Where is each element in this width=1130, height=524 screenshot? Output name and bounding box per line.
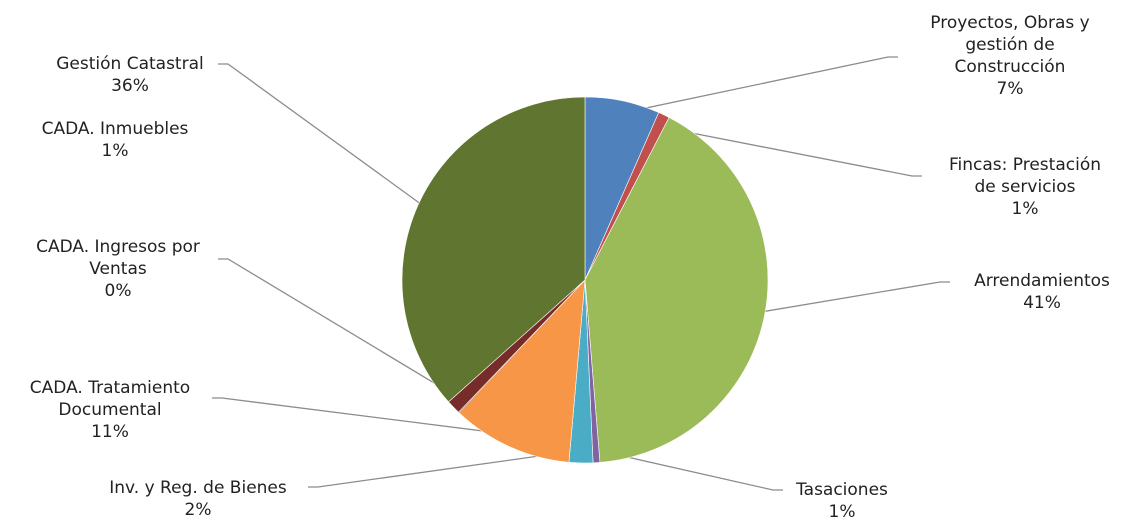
slice-label-fincas-prestación-de-servicios: Fincas: Prestación de servicios 1% (949, 155, 1101, 219)
leader-line-tasaciones (595, 449, 783, 491)
pie-slice-cada-tratamiento-documental (458, 279, 586, 463)
leader-line-arrendamientos (751, 281, 950, 315)
slice-label-gestión-catastral: Gestión Catastral 36% (56, 54, 203, 96)
leader-line-fincas-prestación-de-servicios (658, 125, 922, 177)
pie-slice-gestión-catastral (401, 96, 586, 403)
slice-labels: Proyectos, Obras y gestión de Construcción… (30, 13, 1110, 522)
leader-line-cada-ingresos-por-ventas (218, 258, 468, 404)
slice-label-cada-inmuebles: CADA. Inmuebles 1% (42, 119, 189, 161)
leader-line-proyectos-obras-y-gestión-de-construcción (619, 56, 898, 115)
slice-label-proyectos-obras-y-gestión-de-construcción: Proyectos, Obras y gestión de Construcción… (930, 13, 1089, 99)
leader-line-cada-tratamiento-documental (212, 397, 516, 436)
leader-line-inv-y-reg-de-bienes (308, 449, 582, 488)
pie-slices (401, 96, 769, 464)
slice-label-cada-ingresos-por-ventas: CADA. Ingresos por Ventas 0% (36, 237, 200, 301)
slice-label-arrendamientos: Arrendamientos 41% (974, 271, 1110, 313)
slice-label-inv-y-reg-de-bienes: Inv. y Reg. de Bienes 2% (109, 478, 287, 520)
slice-label-cada-tratamiento-documental: CADA. Tratamiento Documental 11% (30, 378, 190, 442)
leader-lines (212, 56, 950, 491)
pie-slice-arrendamientos (584, 117, 769, 463)
leader-line-gestión-catastral (218, 63, 431, 212)
slice-label-tasaciones: Tasaciones 1% (795, 480, 888, 522)
